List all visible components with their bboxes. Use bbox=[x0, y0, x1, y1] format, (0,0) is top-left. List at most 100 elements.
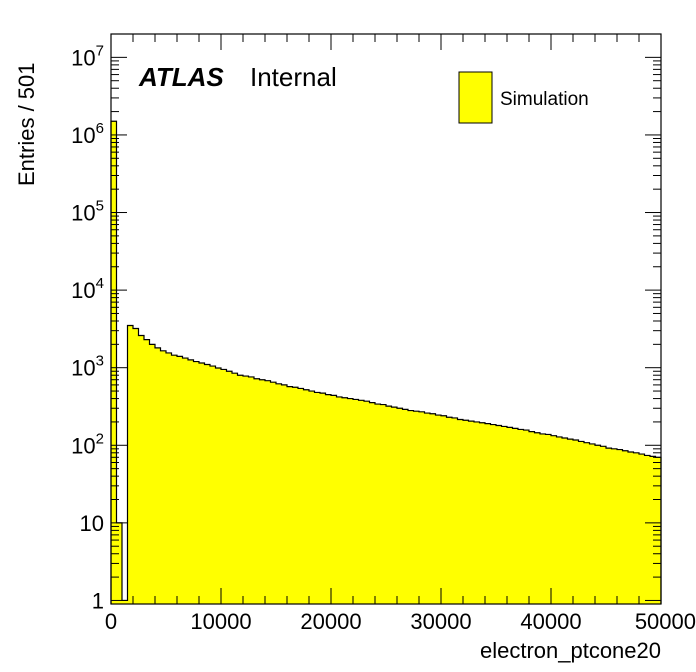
bar-4 bbox=[133, 328, 139, 604]
bar-81 bbox=[556, 436, 563, 604]
bar-52 bbox=[397, 408, 403, 604]
bar-56 bbox=[419, 411, 425, 604]
bar-88 bbox=[595, 445, 601, 604]
bar-7 bbox=[149, 344, 156, 604]
bar-51 bbox=[391, 407, 398, 604]
bar-95 bbox=[633, 452, 640, 604]
bar-16 bbox=[199, 362, 205, 604]
x-axis-title: electron_ptcone20 bbox=[480, 638, 661, 663]
bar-50 bbox=[386, 406, 392, 604]
bar-84 bbox=[573, 439, 579, 604]
bar-77 bbox=[534, 432, 541, 604]
bar-43 bbox=[347, 398, 354, 604]
bar-18 bbox=[210, 366, 216, 604]
bar-26 bbox=[254, 378, 260, 604]
bar-97 bbox=[644, 455, 651, 604]
histogram-bars bbox=[111, 121, 662, 605]
bar-15 bbox=[193, 361, 200, 604]
x-axis-ticks: 0 10000 20000 30000 40000 50000 bbox=[105, 34, 696, 634]
bar-37 bbox=[314, 392, 321, 604]
plot-frame bbox=[110, 33, 662, 605]
bar-83 bbox=[567, 439, 574, 604]
bar-44 bbox=[353, 399, 359, 604]
x-tick-label: 50000 bbox=[635, 609, 696, 634]
bar-58 bbox=[430, 413, 436, 604]
bar-39 bbox=[325, 394, 332, 604]
bar-11 bbox=[171, 355, 178, 604]
bar-2 bbox=[122, 600, 128, 604]
bar-65 bbox=[468, 421, 475, 604]
bar-34 bbox=[298, 388, 304, 604]
bar-29 bbox=[270, 382, 277, 604]
bar-66 bbox=[474, 421, 480, 604]
legend-label-simulation: Simulation bbox=[500, 89, 589, 110]
x-tick-label: 10000 bbox=[190, 609, 251, 634]
bar-9 bbox=[160, 350, 167, 604]
internal-label: Internal bbox=[250, 62, 337, 92]
bar-31 bbox=[281, 384, 288, 604]
bar-64 bbox=[463, 420, 469, 604]
bar-96 bbox=[639, 454, 645, 604]
bar-13 bbox=[182, 358, 189, 604]
bar-25 bbox=[248, 376, 255, 604]
bar-68 bbox=[485, 423, 491, 604]
bar-36 bbox=[309, 391, 315, 604]
bar-10 bbox=[166, 352, 172, 604]
bar-14 bbox=[188, 359, 194, 604]
bar-92 bbox=[617, 449, 623, 604]
bar-3 bbox=[127, 325, 134, 604]
bar-67 bbox=[479, 422, 486, 604]
y-tick-label: 105 bbox=[71, 198, 104, 226]
bar-70 bbox=[496, 425, 502, 604]
bar-35 bbox=[303, 389, 310, 604]
bar-46 bbox=[364, 401, 370, 604]
bar-61 bbox=[446, 417, 453, 604]
bar-41 bbox=[336, 396, 343, 604]
y-axis-title: Entries / 501 bbox=[14, 62, 39, 186]
bar-91 bbox=[611, 448, 618, 604]
y-tick-label: 106 bbox=[71, 120, 104, 148]
x-tick-label: 40000 bbox=[520, 609, 581, 634]
bar-98 bbox=[650, 456, 656, 604]
bar-32 bbox=[287, 386, 293, 604]
y-tick-label: 107 bbox=[71, 42, 104, 70]
bar-63 bbox=[457, 419, 464, 604]
bar-40 bbox=[331, 395, 337, 604]
bar-59 bbox=[435, 415, 442, 604]
bar-0 bbox=[111, 121, 117, 605]
bar-30 bbox=[276, 383, 282, 604]
bar-72 bbox=[507, 427, 513, 604]
bar-23 bbox=[237, 375, 244, 604]
bar-49 bbox=[380, 404, 387, 604]
bar-82 bbox=[562, 438, 568, 604]
bar-48 bbox=[375, 404, 381, 604]
bar-28 bbox=[265, 380, 271, 604]
y-tick-label: 104 bbox=[71, 275, 104, 303]
x-tick-label: 0 bbox=[105, 609, 117, 634]
bar-24 bbox=[243, 376, 249, 604]
bar-71 bbox=[501, 426, 508, 604]
legend-swatch-simulation bbox=[458, 71, 493, 124]
bar-62 bbox=[452, 417, 458, 604]
bar-19 bbox=[215, 368, 222, 604]
bar-38 bbox=[320, 393, 326, 604]
bar-47 bbox=[369, 402, 376, 604]
bar-94 bbox=[628, 451, 634, 604]
bar-57 bbox=[424, 413, 431, 604]
y-axis-ticks: 1 10 102 103 104 105 106 107 bbox=[71, 33, 661, 613]
x-tick-label: 30000 bbox=[410, 609, 471, 634]
bar-76 bbox=[529, 431, 535, 604]
bar-27 bbox=[259, 379, 266, 604]
bar-89 bbox=[600, 446, 607, 604]
bar-42 bbox=[342, 397, 348, 604]
y-tick-label: 102 bbox=[71, 430, 104, 458]
bar-79 bbox=[545, 434, 552, 604]
bar-22 bbox=[232, 373, 238, 604]
atlas-label: ATLAS bbox=[138, 62, 224, 92]
bar-69 bbox=[490, 424, 497, 604]
bar-45 bbox=[358, 400, 365, 604]
bar-17 bbox=[204, 364, 211, 604]
bar-80 bbox=[551, 435, 557, 604]
y-tick-label: 1 bbox=[92, 588, 104, 613]
